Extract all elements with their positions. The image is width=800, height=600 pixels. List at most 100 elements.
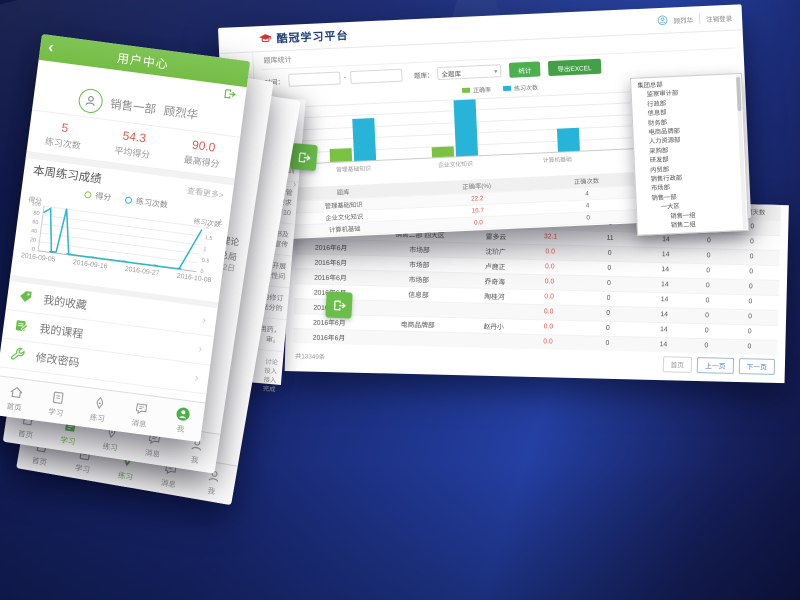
- tab-label: 我: [190, 454, 200, 465]
- table-cell: 0.0: [517, 273, 582, 291]
- table-cell: 沈玠广: [472, 242, 519, 259]
- table-cell: 0.0: [518, 258, 582, 276]
- table-cell: 0: [691, 307, 723, 324]
- table-cell: 0: [721, 308, 779, 325]
- table-cell: 0.0: [517, 288, 581, 306]
- table-cell: 11: [581, 230, 639, 247]
- logout-link[interactable]: 注销登录: [705, 15, 733, 24]
- page-button-上一页[interactable]: 上一页: [696, 357, 734, 374]
- home-icon: [8, 383, 25, 400]
- table-cell: 0: [692, 277, 724, 294]
- logged-in-user: 顾烈华: [673, 16, 694, 25]
- tab-label: 首页: [6, 401, 23, 412]
- sidebar-toggle-button[interactable]: [289, 143, 318, 172]
- table-cell: 0: [693, 232, 725, 249]
- pagination: 首页 上一页 下一页: [662, 356, 776, 375]
- x-tick: 2016-09-16: [72, 259, 108, 271]
- table-cell: 0: [691, 337, 722, 354]
- table-cell: 0: [693, 247, 724, 264]
- y-tick: 40: [30, 228, 38, 236]
- tab-label: 消息: [160, 477, 177, 489]
- table-cell: 2016年6月: [294, 268, 367, 285]
- download-icon[interactable]: [216, 217, 225, 226]
- legend-dot: [124, 196, 133, 205]
- tab-label: 我: [176, 423, 186, 434]
- tab-学习[interactable]: 学习: [34, 382, 81, 426]
- background-news-window: › 众用药所说明5】培训系统管丁要求6年10明书及商宣传制开展全性问的修订充分的…: [223, 95, 318, 393]
- table-cell: 14: [635, 321, 692, 338]
- back-button[interactable]: ‹: [47, 39, 55, 57]
- table-cell: 0: [580, 305, 637, 322]
- stat-label: 最高得分: [183, 154, 221, 170]
- bar-category-label: 管理基础知识: [336, 166, 372, 174]
- course-icon: [13, 317, 41, 336]
- legend-swatch: [502, 85, 512, 91]
- avatar: [77, 86, 104, 114]
- page-button-下一页[interactable]: 下一页: [738, 358, 776, 375]
- platform-title: 酷冠学习平台: [276, 29, 349, 45]
- graduation-cap-icon: [258, 31, 273, 46]
- table-cell: 赵丹小: [470, 317, 517, 334]
- bank-select[interactable]: 全题库 ▾: [437, 64, 502, 81]
- tab-消息[interactable]: 消息: [117, 392, 164, 436]
- bar-group: [533, 127, 580, 153]
- view-more-link[interactable]: 查看更多>: [186, 185, 225, 200]
- bar-group: [430, 99, 479, 158]
- stats-button[interactable]: 统计: [509, 61, 541, 78]
- menu-item-我的课程[interactable]: 我的课程 ›: [1, 309, 214, 366]
- table-cell: 0: [722, 278, 780, 295]
- chevron-down-icon: ▾: [494, 67, 498, 76]
- menu-item-修改密码[interactable]: 修改密码 ›: [0, 338, 211, 395]
- tab-练习[interactable]: 练习: [75, 387, 122, 431]
- x-tick: 2016-09-05: [20, 252, 56, 264]
- stat-label: 平均得分: [113, 145, 151, 161]
- y-tick: 100: [31, 201, 42, 209]
- platform-header: 酷冠学习平台 顾烈华 注销登录: [218, 4, 743, 54]
- bank-label: 题库：: [413, 71, 434, 80]
- export-excel-button[interactable]: 导出EXCEL: [548, 58, 601, 77]
- y-tick: 0: [31, 246, 36, 253]
- stat-label: 练习次数: [44, 136, 82, 151]
- table-cell: 0: [691, 322, 722, 339]
- y-tick: 80: [32, 210, 40, 218]
- y-tick: 0.5: [201, 257, 210, 265]
- sidebar-toggle-button[interactable]: [325, 291, 353, 319]
- platform-logo: 酷冠学习平台: [258, 27, 349, 47]
- bar-正确率: [533, 151, 556, 153]
- table-cell: 2016年6月: [295, 238, 367, 255]
- stat-value: 5: [60, 120, 70, 136]
- wrench-icon: [9, 346, 37, 365]
- menu-item-我的收藏[interactable]: 我的收藏 ›: [5, 280, 218, 338]
- table-cell: [470, 332, 517, 349]
- tab-label: 首页: [17, 428, 34, 440]
- y-tick: 60: [31, 219, 39, 227]
- bar-练习次数: [556, 127, 580, 152]
- bar-练习次数: [352, 118, 377, 161]
- end-date-input[interactable]: [349, 68, 403, 85]
- table-cell: 0: [723, 233, 781, 251]
- person-icon: [174, 405, 191, 422]
- phone-user-center-screen: ‹ 用户中心 销售一部 顾烈华 5 练习次数 54.3 平均得分 90.0 最高得分 本周…: [0, 34, 251, 443]
- stat-value: 54.3: [121, 128, 147, 146]
- tab-label: 练习: [117, 470, 134, 482]
- table-cell: 0.0: [516, 303, 581, 321]
- start-date-input[interactable]: [287, 71, 341, 87]
- table-cell: 0: [721, 323, 778, 340]
- table-cell: 0: [580, 290, 637, 307]
- menu-item-label: 我的课程: [38, 323, 84, 341]
- chevron-right-icon: ›: [201, 314, 207, 327]
- table-cell: 14: [637, 261, 694, 278]
- tab-我[interactable]: 我: [158, 398, 205, 442]
- page-button-首页[interactable]: 首页: [662, 356, 693, 373]
- logout-icon[interactable]: [222, 86, 238, 102]
- bank-select-value: 全题库: [441, 70, 462, 79]
- tab-首页[interactable]: 首页: [0, 376, 39, 420]
- bar-category-label: 计算机基础: [542, 157, 572, 165]
- table-cell: 0: [692, 292, 723, 309]
- divider: [698, 13, 701, 24]
- tab-label: 学习: [47, 406, 64, 418]
- department-tree-panel: 集团总部 监察审计部 行政部 信息部 财务部 电商品牌部 人力资源部 采购部 研发部 内贸部 销售行…: [630, 72, 750, 236]
- tab-label: 学习: [74, 462, 91, 475]
- tab-label: 学习: [59, 434, 76, 446]
- bar-正确率: [329, 148, 353, 163]
